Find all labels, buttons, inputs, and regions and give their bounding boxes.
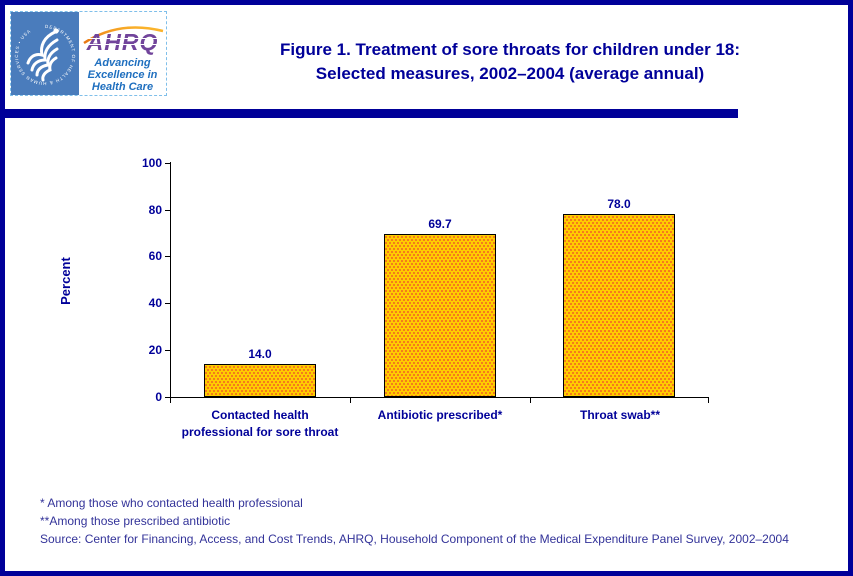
y-axis-tick (165, 210, 170, 211)
x-category-label-throat-swab: Throat swab** (530, 407, 710, 424)
ahrq-tagline: Advancing Excellence in Health Care (79, 57, 166, 93)
x-category-label-line: professional for sore throat (181, 425, 339, 439)
x-category-label-line: Throat swab** (579, 408, 660, 422)
footnote-asterisk: * Among those who contacted health profe… (40, 496, 303, 510)
ahrq-tagline-line: Excellence in (87, 69, 158, 81)
x-axis-tick (708, 398, 709, 403)
bar-antibiotic-prescribed (384, 234, 496, 397)
y-tick-label-60: 60 (148, 249, 162, 263)
x-axis-line (170, 397, 709, 398)
ahrq-tagline-line: Health Care (91, 81, 154, 93)
footnote-source: Source: Center for Financing, Access, an… (40, 532, 789, 546)
y-axis-tick (165, 397, 170, 398)
x-axis-tick (170, 398, 171, 403)
y-axis-title: Percent (58, 257, 73, 305)
x-category-label-line: Antibiotic prescribed* (377, 408, 503, 422)
y-axis-line (170, 162, 171, 398)
x-axis-tick (350, 398, 351, 403)
y-axis-tick (165, 303, 170, 304)
ahrq-stripe-decoration (85, 44, 161, 45)
bar-value-label: 69.7 (428, 217, 452, 231)
agency-logo-box: DEPARTMENT OF HEALTH & HUMAN SERVICES • … (10, 11, 167, 96)
x-category-label-antibiotic: Antibiotic prescribed* (350, 407, 530, 424)
x-axis-tick (530, 398, 531, 403)
hhs-logo: DEPARTMENT OF HEALTH & HUMAN SERVICES • … (11, 12, 79, 95)
footnote-double-asterisk: **Among those prescribed antibiotic (40, 514, 231, 528)
y-axis-tick (165, 350, 170, 351)
figure-title-line1: Figure 1. Treatment of sore throats for … (279, 40, 741, 59)
hhs-eagle-icon: DEPARTMENT OF HEALTH & HUMAN SERVICES • … (14, 24, 75, 86)
ahrq-logo: AHRQ Advancing Excellence in Health Care (79, 12, 166, 95)
figure-title-line2: Selected measures, 2002–2004 (average an… (315, 64, 705, 83)
y-tick-label-40: 40 (148, 296, 162, 310)
bar-value-label: 78.0 (607, 197, 631, 211)
bar-contacted-health-professional (204, 364, 316, 397)
y-axis-tick (165, 256, 170, 257)
y-tick-label-0: 0 (155, 390, 162, 404)
figure-title: Figure 1. Treatment of sore throats for … (165, 38, 848, 86)
bar-value-label: 14.0 (248, 347, 272, 361)
header-rule (5, 109, 738, 118)
x-category-label-line: Contacted health (211, 408, 309, 422)
ahrq-tagline-line: Advancing (94, 57, 151, 69)
ahrq-stripe-decoration (85, 38, 161, 39)
x-category-label-contacted: Contacted health professional for sore t… (170, 407, 350, 441)
bar-throat-swab (563, 214, 675, 397)
y-tick-label-20: 20 (148, 343, 162, 357)
y-axis-tick (165, 163, 170, 164)
y-tick-label-100: 100 (141, 156, 162, 170)
y-tick-label-80: 80 (148, 203, 162, 217)
ahrq-acronym: AHRQ (86, 29, 159, 55)
figure-content: DEPARTMENT OF HEALTH & HUMAN SERVICES • … (5, 5, 848, 571)
